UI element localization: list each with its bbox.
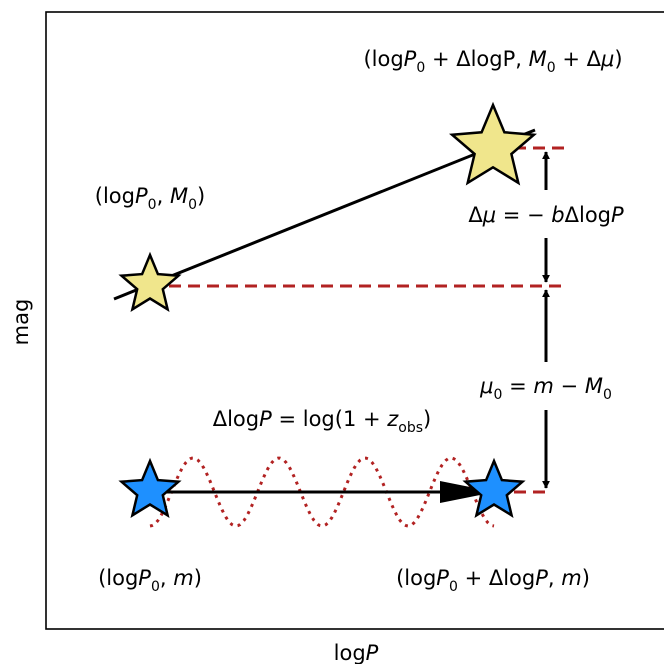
label-shifted-app: (logP0 + ΔlogP, m)	[396, 566, 590, 595]
label-shifted-abs: (logP0 + ΔlogP, M0 + Δμ)	[363, 47, 622, 76]
plot-frame	[45, 11, 664, 630]
star-absolute-origin	[118, 251, 182, 312]
x-axis-label: logP	[334, 641, 379, 664]
label-distance-modulus: μ0 = m − M0	[479, 374, 612, 403]
star-apparent-shifted	[462, 457, 526, 518]
star-apparent-origin	[118, 457, 182, 518]
label-delta-logp: ΔlogP = log(1 + zobs)	[213, 407, 432, 436]
relation-line	[113, 128, 536, 301]
star-absolute-shifted	[449, 101, 537, 186]
redshift-wave	[149, 456, 495, 528]
label-origin-abs: (logP0, M0)	[95, 184, 205, 213]
y-axis-label: mag	[9, 299, 33, 346]
period-shift-arrowhead	[440, 481, 495, 503]
label-origin-app: (logP0, m)	[98, 566, 202, 595]
label-delta-mu: Δμ = − bΔlogP	[468, 203, 624, 227]
